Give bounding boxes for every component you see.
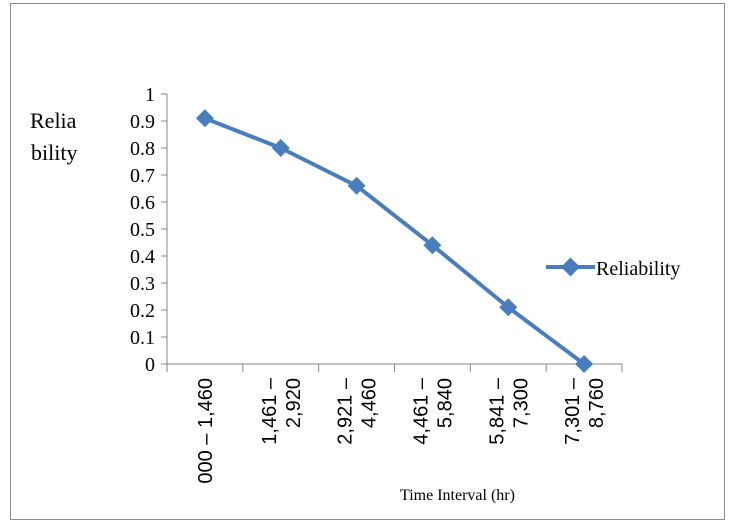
y-tick-label: 0.7 (130, 165, 155, 187)
legend-label: Reliability (596, 258, 680, 280)
y-tick-label: 0.6 (130, 192, 155, 214)
y-tick-label: 0.4 (130, 246, 155, 268)
y-axis-ticks: 0 0.1 0.2 0.3 0.4 0.5 0.6 0.7 0.8 0.9 1 (130, 84, 167, 376)
series-line (204, 116, 586, 366)
data-point-marker (271, 139, 290, 157)
y-tick-label: 0.5 (130, 219, 155, 241)
x-category-label-line: 000 – 1,460 (195, 378, 217, 484)
x-axis-label: Time Interval (hr) (400, 487, 515, 504)
y-axis-label-line-1: Relia (30, 108, 77, 133)
x-category-label: 7,301 –8,760 (562, 377, 608, 445)
x-category-label-line: 1,461 – (259, 377, 281, 445)
legend-marker-icon (561, 257, 580, 277)
y-axis-label: Relia bility (30, 108, 77, 165)
data-point-marker (347, 176, 366, 195)
x-category-label: 2,921 –4,460 (335, 377, 381, 445)
x-category-label-line: 8,760 (586, 378, 608, 428)
x-category-label: 5,841 –7,300 (486, 377, 532, 445)
axes (166, 94, 622, 365)
data-point-marker (499, 298, 518, 317)
y-tick-label: 1 (145, 84, 155, 106)
y-axis-label-line-2: bility (31, 140, 77, 165)
x-category-label-line: 4,460 (359, 378, 381, 428)
x-category-label: 4,461 –5,840 (410, 377, 456, 445)
data-point-marker (195, 109, 214, 128)
x-category-label-line: 4,461 – (410, 377, 432, 445)
x-category-label: 1,461 –2,920 (259, 377, 305, 445)
y-tick-label: 0 (145, 354, 155, 376)
x-category-label-line: 7,300 (510, 378, 532, 428)
y-tick-label: 0.2 (130, 300, 155, 322)
x-category-label-line: 7,301 – (562, 377, 584, 445)
x-category-label-line: 5,840 (434, 378, 456, 428)
legend: Reliability (546, 257, 680, 280)
chart-frame (10, 3, 725, 520)
data-point-marker (423, 236, 442, 255)
y-tick-label: 0.1 (130, 327, 155, 349)
y-tick-label: 0.3 (130, 273, 155, 295)
x-category-label-line: 2,920 (283, 378, 305, 428)
data-point-marker (575, 355, 594, 373)
x-category-label-line: 2,921 – (335, 377, 357, 445)
x-category-label-line: 5,841 – (486, 377, 508, 445)
series-reliability (195, 109, 594, 373)
x-axis-categories: 000 – 1,460 1,461 –2,920 2,921 –4,460 4,461… (166, 364, 623, 484)
y-tick-label: 0.9 (130, 111, 155, 133)
y-tick-label: 0.8 (130, 138, 155, 160)
x-category-label: 000 – 1,460 (195, 378, 217, 484)
